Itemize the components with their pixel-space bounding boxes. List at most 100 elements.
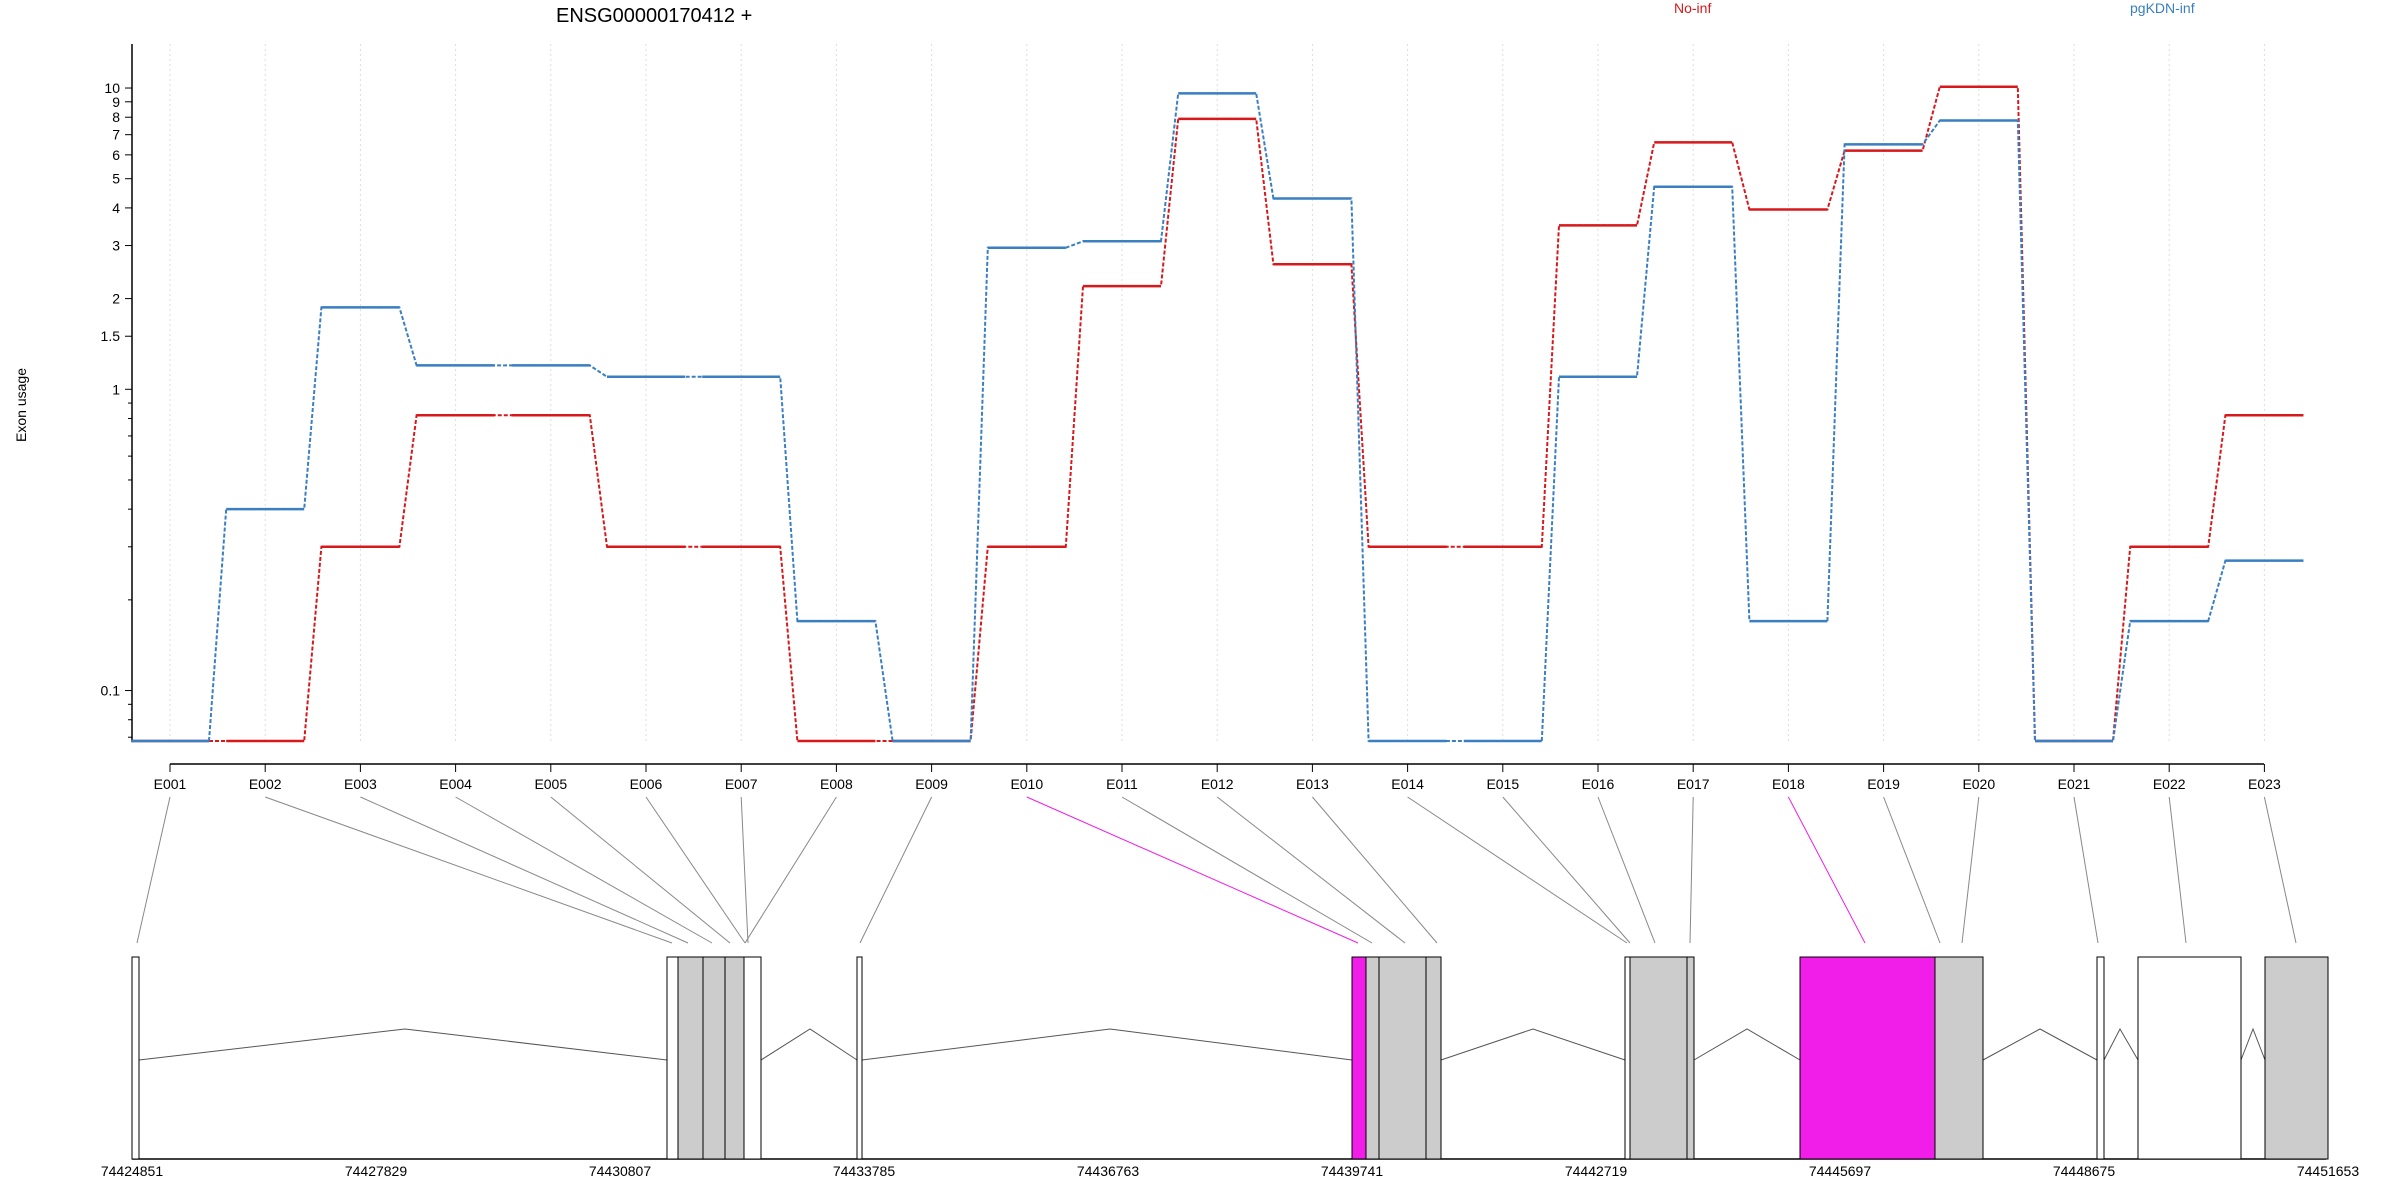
y-tick-label: 8 [112, 109, 120, 125]
x-tick-label-e013: E013 [1296, 776, 1329, 792]
connector-e012 [1216, 796, 1406, 944]
genomic-tick-label: 74442719 [1565, 1163, 1628, 1179]
chart-title: ENSG00000170412 + [556, 5, 752, 27]
intron-line [2103, 1027, 2139, 1061]
y-tick-label: 0.1 [101, 683, 121, 699]
x-tick-label-e020: E020 [1962, 776, 1995, 792]
connector-e008 [744, 796, 837, 944]
connector-e005 [550, 796, 731, 944]
genomic-coordinate-labels: 74424851 74427829 74430807 74433785 74436763… [101, 1163, 2360, 1179]
x-tick-label-e017: E017 [1677, 776, 1710, 792]
y-tick-label: 6 [112, 147, 120, 163]
connector-e022 [2168, 796, 2187, 944]
exon-connectors [136, 796, 2297, 944]
y-tick-label: 7 [112, 127, 120, 143]
connector-e023 [2263, 796, 2297, 944]
x-tick-label-e002: E002 [249, 776, 282, 792]
x-tick-label-e019: E019 [1867, 776, 1900, 792]
genomic-tick-label: 74439741 [1321, 1163, 1384, 1179]
connector-e018 [1787, 796, 1866, 944]
x-tick-label-e022: E022 [2153, 776, 2186, 792]
exon-box [677, 956, 704, 1160]
exon-box [666, 956, 679, 1160]
intron-line [2240, 1027, 2266, 1061]
exon-box [856, 956, 863, 1160]
exon-box [1629, 956, 1688, 1160]
y-tick-label: 1.5 [101, 328, 121, 344]
y-tick-label: 1 [112, 381, 120, 397]
connector-e002 [265, 796, 673, 944]
y-tick-label: 3 [112, 238, 120, 254]
connector-e010 [1026, 796, 1359, 944]
axes [131, 44, 2264, 765]
connector-e009 [859, 796, 933, 944]
x-tick-label-e004: E004 [439, 776, 472, 792]
connector-e003 [360, 796, 689, 944]
x-tick-label-e009: E009 [915, 776, 948, 792]
y-axis-label: Exon usage [13, 368, 29, 442]
connector-e001 [136, 796, 171, 944]
intron-line [1693, 1028, 1801, 1061]
x-tick-label-e014: E014 [1391, 776, 1424, 792]
x-tick-label-e001: E001 [154, 776, 187, 792]
series-lines [131, 85, 2304, 743]
x-tick-label-e010: E010 [1010, 776, 1043, 792]
x-tick-label-e005: E005 [534, 776, 567, 792]
exon-box [702, 956, 726, 1160]
intron-line [138, 1028, 668, 1061]
connector-e021 [2073, 796, 2099, 944]
legend-label-no-inf: No-inf [1674, 0, 1711, 16]
intron-line [861, 1028, 1353, 1061]
genomic-tick-label: 74424851 [101, 1163, 164, 1179]
exon-box [1365, 956, 1380, 1160]
genomic-tick-label: 74433785 [833, 1163, 896, 1179]
y-tick-label: 10 [104, 80, 120, 96]
exon-box [2264, 956, 2329, 1160]
genomic-tick-label: 74436763 [1077, 1163, 1140, 1179]
connector-e015 [1502, 796, 1631, 944]
connector-e011 [1121, 796, 1373, 944]
intron-line [760, 1028, 858, 1061]
x-tick-label-e003: E003 [344, 776, 377, 792]
y-tick-label: 4 [112, 200, 120, 216]
exon-box [1351, 956, 1367, 1160]
connector-e017 [1689, 796, 1694, 944]
x-tick-label-e007: E007 [725, 776, 758, 792]
y-tick-label: 2 [112, 291, 120, 307]
connector-e020 [1961, 796, 1980, 944]
exon-box [1934, 956, 1984, 1160]
x-tick-label-e016: E016 [1582, 776, 1615, 792]
connector-e007 [740, 796, 749, 944]
genomic-tick-label: 74427829 [345, 1163, 408, 1179]
connector-e006 [645, 796, 746, 944]
exon-box [724, 956, 745, 1160]
x-tick-label-e015: E015 [1486, 776, 1519, 792]
exon-box [743, 956, 762, 1160]
exon-box [1686, 956, 1695, 1160]
exon-box [1624, 956, 1631, 1160]
x-tick-label-e021: E021 [2058, 776, 2091, 792]
exon-box [1799, 956, 1936, 1160]
connector-e013 [1312, 796, 1438, 944]
exon-box [131, 956, 140, 1160]
x-tick-label-e008: E008 [820, 776, 853, 792]
exon-box [2137, 956, 2242, 1160]
x-tick-label-e012: E012 [1201, 776, 1234, 792]
exon-box [1378, 956, 1427, 1160]
connector-e004 [455, 796, 713, 944]
x-tick-label-e006: E006 [630, 776, 663, 792]
connector-e014 [1407, 796, 1628, 944]
connector-e016 [1597, 796, 1656, 944]
gridlines [169, 44, 2265, 741]
exon-box [1425, 956, 1442, 1160]
connector-e019 [1883, 796, 1941, 944]
x-tick-label-e018: E018 [1772, 776, 1805, 792]
genomic-tick-label: 74445697 [1809, 1163, 1872, 1179]
intron-line [1440, 1028, 1626, 1061]
genomic-tick-label: 74451653 [2297, 1163, 2360, 1179]
genomic-tick-label: 74448675 [2053, 1163, 2116, 1179]
legend-label-pgkdn-inf: pgKDN-inf [2130, 0, 2195, 16]
genomic-tick-label: 74430807 [589, 1163, 652, 1179]
